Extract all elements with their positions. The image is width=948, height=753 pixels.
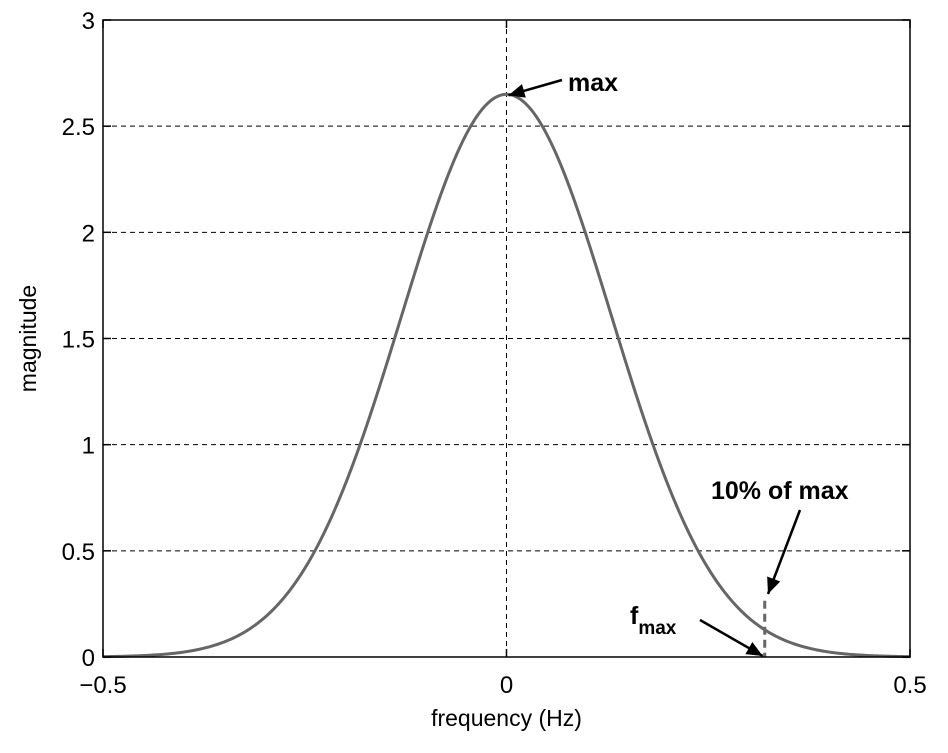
fmax-annotation: fmax (630, 602, 677, 639)
ten-percent-arrow-head (767, 576, 781, 594)
x-tick-label: 0 (500, 672, 513, 699)
x-axis-label: frequency (Hz) (431, 705, 582, 731)
fmax-arrow-head (745, 641, 763, 656)
y-tick-label: 2 (82, 220, 95, 247)
fmax-subscript-text: max (638, 618, 676, 639)
max-arrow-head (508, 84, 526, 98)
max-annotation: max (568, 69, 618, 97)
x-tick-label: 0.5 (893, 672, 926, 699)
y-axis-label: magnitude (15, 285, 41, 392)
y-tick-label: 0.5 (62, 539, 95, 566)
fmax-arrow (699, 618, 764, 658)
y-tick-label: 0 (82, 645, 95, 672)
x-tick-label: −0.5 (79, 672, 126, 699)
y-tick-label: 3 (82, 8, 95, 35)
magnitude-curve (102, 92, 911, 659)
ten-percent-arrow (766, 509, 802, 595)
y-tick-label: 1.5 (62, 327, 95, 354)
axis-ticks: 00.511.522.53−0.5 0 0.5 (62, 8, 927, 699)
fmax-main-text: f (630, 602, 639, 630)
y-tick-label: 1 (82, 433, 95, 460)
annotations: max 10% of max fmax (508, 69, 849, 658)
max-arrow (508, 78, 563, 98)
y-tick-label: 2.5 (62, 114, 95, 141)
grid-lines (103, 20, 910, 657)
ten-percent-annotation: 10% of max (711, 477, 849, 505)
